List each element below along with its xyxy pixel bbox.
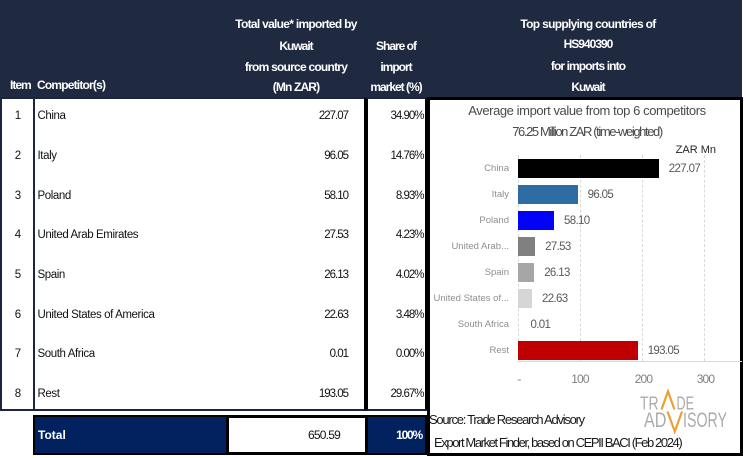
svg-text:TR: TR [640,393,659,414]
svg-text:AD: AD [644,408,667,432]
svg-text:ISORY: ISORY [683,408,727,432]
svg-text:DE: DE [677,393,695,414]
